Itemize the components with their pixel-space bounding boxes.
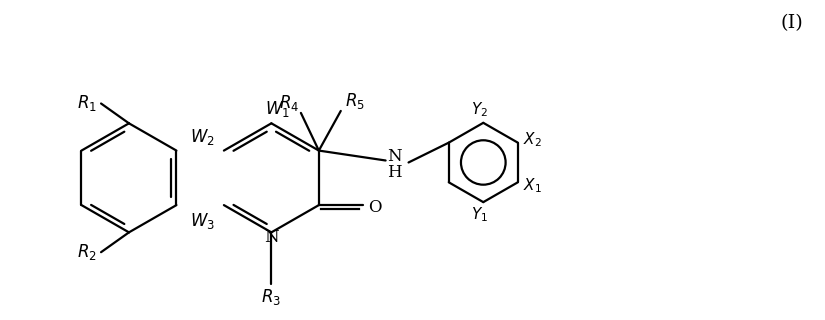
Text: $X_1$: $X_1$ [523, 176, 542, 195]
Text: (I): (I) [780, 14, 803, 32]
Text: $W_3$: $W_3$ [190, 211, 214, 231]
Text: O: O [368, 199, 381, 216]
Text: N: N [387, 148, 402, 165]
Text: $Y_2$: $Y_2$ [471, 100, 488, 119]
Text: $R_5$: $R_5$ [345, 91, 365, 111]
Text: $R_4$: $R_4$ [279, 93, 299, 113]
Text: $W_2$: $W_2$ [190, 127, 214, 147]
Text: N: N [264, 229, 279, 246]
Text: $R_3$: $R_3$ [262, 287, 281, 307]
Text: $R_2$: $R_2$ [78, 242, 97, 262]
Text: $X_2$: $X_2$ [523, 130, 542, 149]
Text: $R_1$: $R_1$ [77, 93, 97, 114]
Text: $W_1$: $W_1$ [265, 100, 290, 119]
Text: $Y_1$: $Y_1$ [471, 206, 488, 224]
Text: H: H [387, 164, 402, 181]
